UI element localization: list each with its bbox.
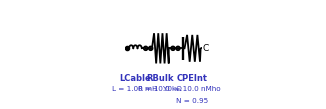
Circle shape xyxy=(149,46,153,50)
Circle shape xyxy=(177,48,179,49)
Circle shape xyxy=(144,46,148,50)
Text: Y0 = 10.0 nMho: Y0 = 10.0 nMho xyxy=(163,86,221,92)
Text: CPEInt: CPEInt xyxy=(176,74,207,83)
Text: RBulk: RBulk xyxy=(147,74,174,83)
Text: N = 0.95: N = 0.95 xyxy=(176,98,208,104)
Circle shape xyxy=(172,48,173,49)
Circle shape xyxy=(176,46,180,50)
Text: C: C xyxy=(202,44,209,53)
Text: LCable: LCable xyxy=(119,74,151,83)
Circle shape xyxy=(150,48,151,49)
Text: R = 10.0 kΩ: R = 10.0 kΩ xyxy=(139,86,182,92)
Text: L = 1.00 mH: L = 1.00 mH xyxy=(112,86,157,92)
Circle shape xyxy=(145,48,146,49)
Circle shape xyxy=(171,46,175,50)
